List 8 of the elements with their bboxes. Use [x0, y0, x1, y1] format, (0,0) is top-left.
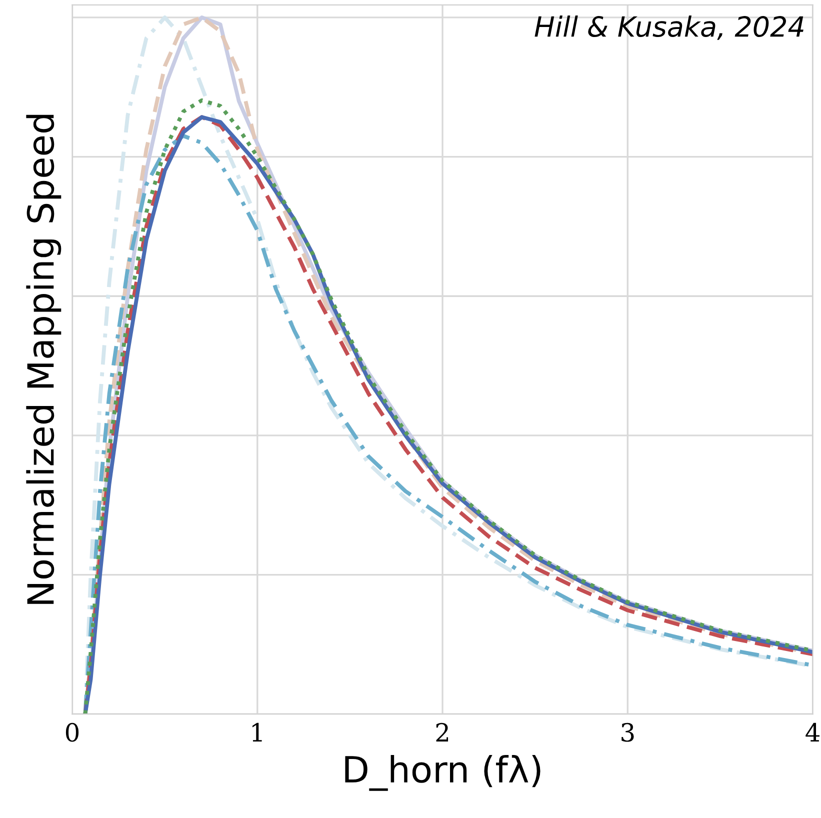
x-tick-label: 2 [436, 722, 448, 742]
y-axis-title: Normalized Mapping Speed [26, 114, 62, 604]
annotation: Hill & Kusaka, 2024 [534, 16, 804, 40]
x-tick-label: 0 [66, 722, 79, 742]
x-tick-label: 1 [252, 722, 262, 742]
x-axis-title: D_horn (fλ) [345, 754, 540, 791]
x-tick-label: 4 [806, 722, 820, 742]
x-tick-label: 3 [622, 722, 634, 742]
